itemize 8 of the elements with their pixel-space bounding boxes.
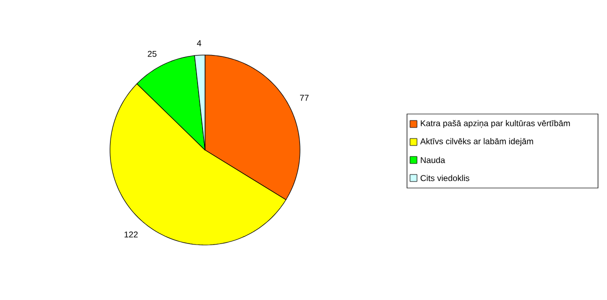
data-label: 77	[300, 94, 309, 101]
legend-label: Katra pašā apziņa par kultūras vērtībām	[420, 120, 570, 128]
legend-label: Cits viedoklis	[420, 174, 470, 182]
legend-label: Aktīvs cilvēks ar labām idejām	[420, 138, 534, 146]
data-label: 4	[196, 40, 202, 46]
data-label: 25	[148, 50, 156, 57]
legend-label: Nauda	[420, 156, 446, 164]
data-label: 122	[124, 231, 138, 238]
